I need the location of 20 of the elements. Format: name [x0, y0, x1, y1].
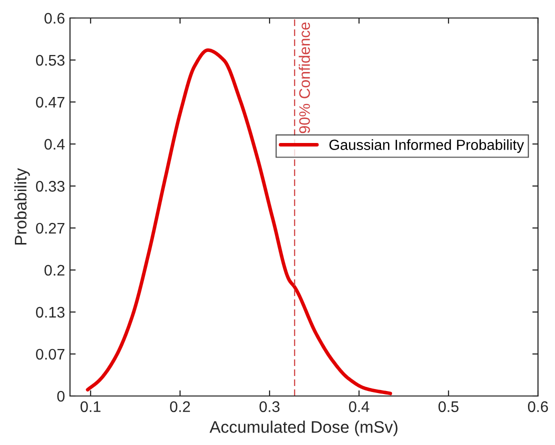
y-tick-label: 0.53	[36, 54, 64, 66]
y-axis-title: Probability	[14, 168, 30, 245]
y-tick-label: 0.27	[36, 222, 64, 234]
y-tick-label: 0.13	[36, 306, 64, 318]
x-tick-label: 0.5	[438, 401, 458, 412]
x-tick-label: 0.2	[170, 401, 190, 412]
x-tick-label: 0.6	[528, 401, 548, 412]
legend-label: Gaussian Informed Probability	[329, 139, 524, 153]
x-tick-label: 0.3	[260, 401, 280, 412]
y-tick-label: 0.07	[36, 348, 64, 360]
ref-line-label: 90% Confidence	[298, 22, 310, 134]
x-axis-title: Accumulated Dose (mSv)	[210, 420, 398, 436]
y-tick-label: 0.47	[36, 96, 64, 108]
y-tick-label: 0.2	[44, 264, 64, 276]
x-tick-label: 0.1	[80, 401, 100, 412]
y-tick-label: 0	[57, 390, 65, 402]
y-tick-label: 0.6	[44, 12, 64, 24]
y-tick-label: 0.4	[44, 138, 65, 150]
y-tick-label: 0.33	[36, 180, 64, 192]
x-tick-label: 0.4	[349, 401, 370, 412]
